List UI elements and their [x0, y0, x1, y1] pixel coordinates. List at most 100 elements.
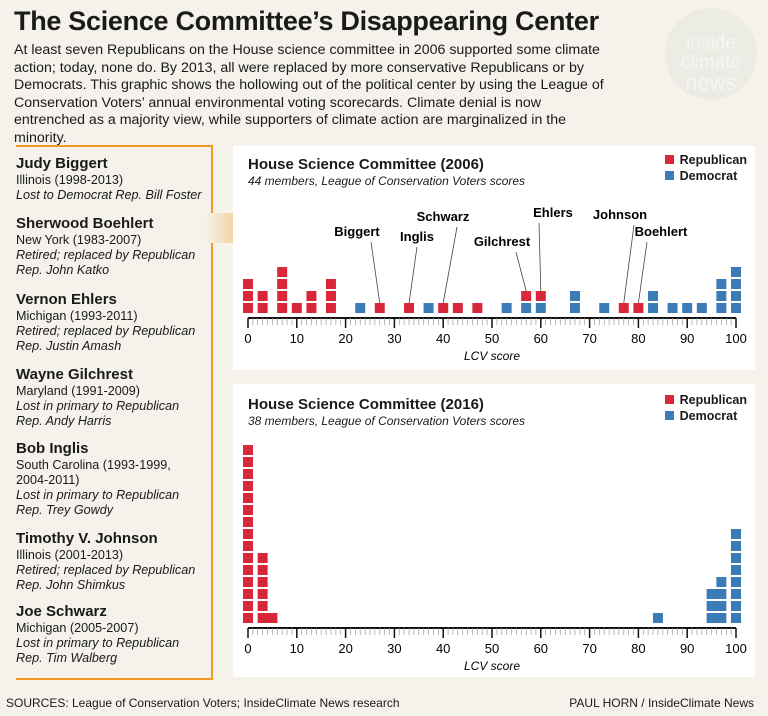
republican-member-mark: [306, 303, 317, 313]
legend-label: Democrat: [679, 409, 738, 423]
republican-member-mark: [325, 291, 336, 301]
democrat-member-mark: [706, 589, 717, 599]
legend-item-democrat: Democrat: [664, 168, 747, 184]
x-tick-label: 90: [680, 331, 694, 346]
democrat-member-mark: [682, 303, 693, 313]
democrat-member-mark: [648, 303, 659, 313]
republican-member-mark: [243, 481, 253, 491]
legend-item-republican: Republican: [664, 392, 747, 408]
democrat-member-mark: [731, 613, 741, 623]
republican-member-mark: [521, 291, 532, 301]
chart-subtitle: 44 members, League of Conservation Voter…: [248, 174, 526, 188]
democrat-member-mark: [731, 279, 741, 289]
member-entry: Sherwood Boehlert New York (1983-2007) Ret…: [16, 215, 206, 278]
republican-member-mark: [257, 553, 268, 563]
republican-member-mark: [325, 279, 336, 289]
legend-label: Republican: [679, 393, 747, 407]
x-tick-label: 30: [387, 331, 401, 346]
annotation-label: Gilchrest: [474, 234, 531, 249]
legend-item-democrat: Democrat: [664, 408, 747, 424]
republican-swatch: [664, 395, 674, 404]
member-state: Illinois (1998-2013): [16, 173, 124, 187]
democrat-member-mark: [731, 601, 741, 611]
democrat-member-mark: [706, 613, 717, 623]
republican-member-mark: [243, 303, 253, 313]
legend-label: Democrat: [679, 169, 738, 183]
x-tick-label: 30: [387, 641, 401, 656]
democrat-member-mark: [716, 613, 727, 623]
republican-member-mark: [243, 601, 253, 611]
republican-member-mark: [243, 565, 253, 575]
member-name: Timothy V. Johnson: [16, 530, 158, 547]
republican-member-mark: [243, 589, 253, 599]
democrat-member-mark: [648, 291, 659, 301]
x-tick-label: 0: [244, 641, 251, 656]
republican-member-mark: [243, 529, 253, 539]
member-state: South Carolina (1993-1999, 2004-2011): [16, 458, 171, 487]
x-tick-label: 70: [582, 641, 596, 656]
republican-member-mark: [277, 267, 288, 277]
member-name: Joe Schwarz: [16, 603, 107, 620]
republican-member-mark: [243, 517, 253, 527]
annotation-label: Schwarz: [417, 209, 470, 224]
democrat-member-mark: [667, 303, 678, 313]
democrat-member-mark: [535, 303, 546, 313]
member-name: Sherwood Boehlert: [16, 215, 154, 232]
republican-member-mark: [257, 565, 268, 575]
intro-text: At least seven Republicans on the House …: [14, 42, 604, 146]
republican-member-mark: [257, 303, 268, 313]
member-state: Michigan (2005-2007): [16, 621, 139, 635]
sources: SOURCES: League of Conservation Voters; …: [6, 696, 400, 710]
credit: PAUL HORN / InsideClimate News: [569, 696, 754, 710]
chart-panel-2016: House Science Committee (2016) 38 member…: [233, 384, 755, 677]
republican-swatch: [664, 155, 674, 164]
democrat-member-mark: [423, 303, 434, 313]
annotation-leader: [638, 241, 648, 304]
chart-title: House Science Committee (2006): [248, 156, 484, 173]
member-name: Vernon Ehlers: [16, 291, 117, 308]
x-tick-label: 20: [338, 331, 352, 346]
annotation-leader: [370, 241, 381, 304]
republican-member-mark: [633, 303, 644, 313]
republican-member-mark: [257, 613, 268, 623]
democrat-member-mark: [716, 291, 727, 301]
insideclimate-news-logo: inside climate news: [665, 8, 757, 100]
member-fate: Retired; replaced by Republican Rep. Joh…: [16, 563, 196, 592]
democrat-member-mark: [731, 553, 741, 563]
legend-item-republican: Republican: [664, 152, 747, 168]
x-tick-label: 40: [436, 641, 450, 656]
legend: Republican Democrat: [664, 392, 747, 424]
republican-member-mark: [325, 303, 336, 313]
bracket-top: [16, 145, 213, 213]
x-tick-label: 80: [631, 331, 645, 346]
democrat-member-mark: [731, 291, 741, 301]
democrat-member-mark: [599, 303, 610, 313]
member-entry: Timothy V. Johnson Illinois (2001-2013) Re…: [16, 530, 206, 593]
x-tick-label: 80: [631, 641, 645, 656]
x-axis-label: LCV score: [464, 659, 520, 673]
republican-member-mark: [618, 303, 629, 313]
member-fate: Lost to Democrat Rep. Bill Foster: [16, 188, 202, 202]
annotation-label: Boehlert: [635, 224, 688, 239]
republican-member-mark: [404, 303, 415, 313]
member-state: Illinois (2001-2013): [16, 548, 124, 562]
republican-member-mark: [257, 577, 268, 587]
republican-member-mark: [306, 291, 317, 301]
republican-member-mark: [535, 291, 546, 301]
democrat-member-mark: [731, 577, 741, 587]
democrat-member-mark: [716, 577, 727, 587]
logo-line: inside: [686, 33, 736, 54]
x-axis-label: LCV score: [464, 349, 520, 363]
member-name: Bob Inglis: [16, 440, 89, 457]
member-name: Judy Biggert: [16, 155, 108, 172]
x-tick-label: 40: [436, 331, 450, 346]
member-fate: Retired; replaced by Republican Rep. Joh…: [16, 248, 196, 277]
x-tick-label: 100: [725, 331, 747, 346]
republican-member-mark: [277, 291, 288, 301]
x-tick-label: 10: [290, 331, 304, 346]
member-entry: Bob Inglis South Carolina (1993-1999, 200…: [16, 440, 196, 518]
annotation-leader: [408, 246, 418, 304]
republican-member-mark: [243, 577, 253, 587]
republican-member-mark: [257, 601, 268, 611]
logo-line: news: [685, 70, 737, 95]
